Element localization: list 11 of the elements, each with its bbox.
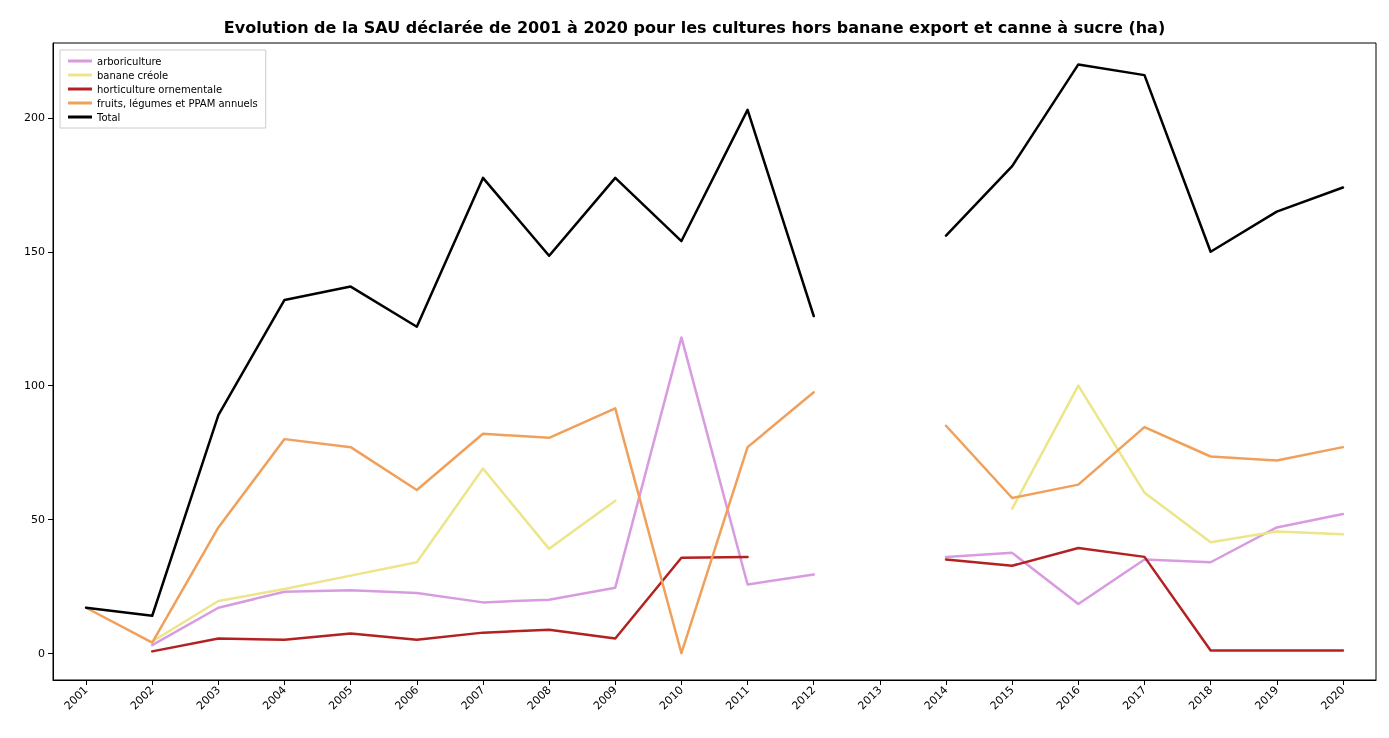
y-tick-label: 100: [24, 379, 45, 393]
legend-label: banane créole: [97, 69, 169, 81]
y-tick-label: 150: [24, 245, 45, 259]
y-tick-label: 0: [38, 646, 45, 660]
legend-label: horticulture ornementale: [97, 83, 223, 95]
legend-label: fruits, légumes et PPAM annuels: [97, 97, 258, 109]
legend-label: arboriculture: [97, 55, 162, 67]
legend-label: Total: [96, 111, 121, 123]
y-tick-label: 200: [24, 111, 45, 125]
chart-title: Evolution de la SAU déclarée de 2001 à 2020 pour les cultures hors banane export et canne à sucre (ha): [223, 17, 1166, 37]
y-tick-label: 50: [31, 512, 45, 526]
